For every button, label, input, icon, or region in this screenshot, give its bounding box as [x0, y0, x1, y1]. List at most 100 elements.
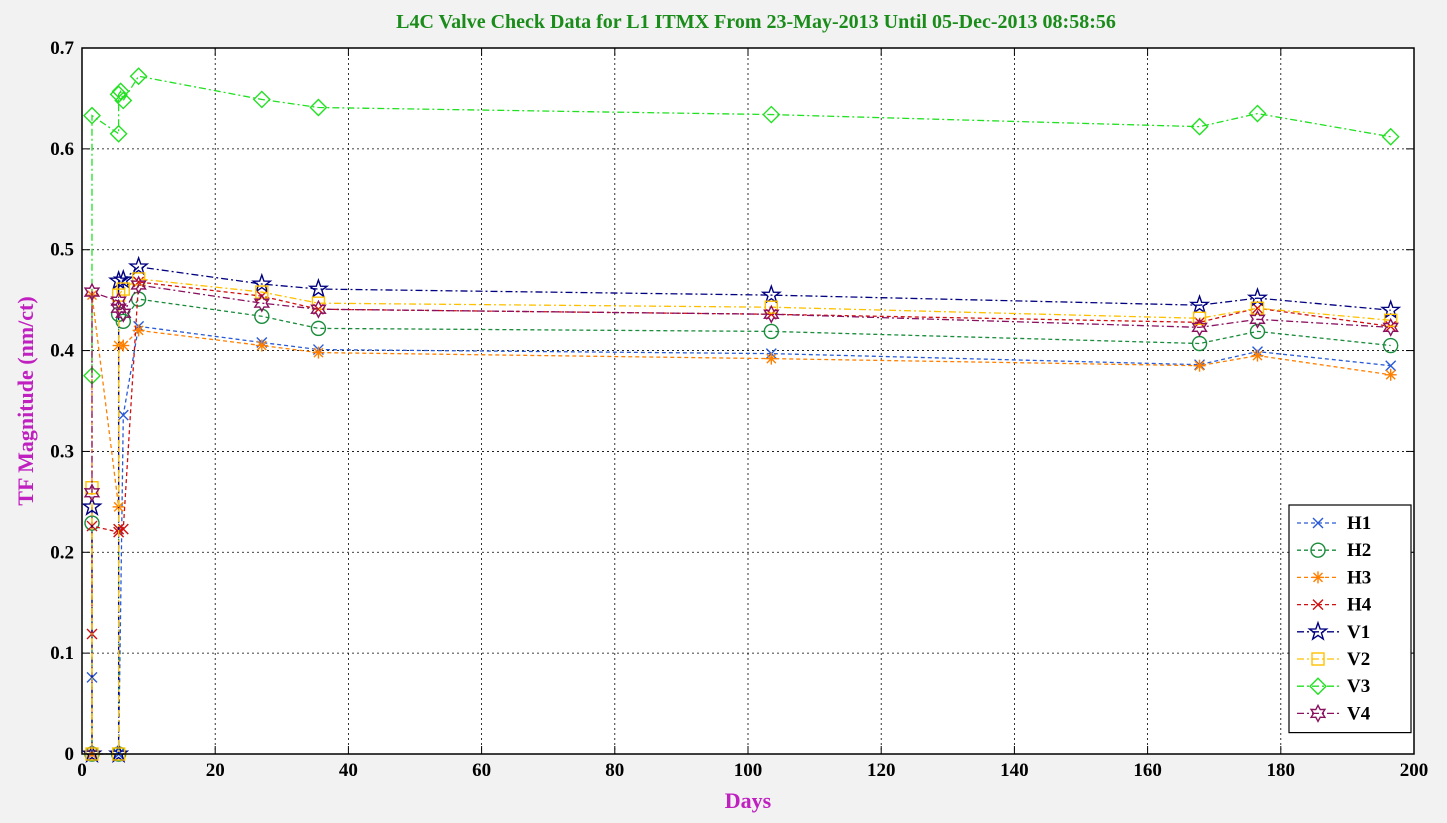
legend-box: [1288, 504, 1412, 734]
legend-entry-v4: V4: [1297, 703, 1371, 724]
data-point: [1190, 117, 1209, 136]
series-line: [91, 295, 1391, 754]
legend-label: H2: [1347, 540, 1371, 561]
data-point: [83, 483, 101, 503]
data-point: [115, 313, 131, 330]
data-point: [764, 300, 779, 314]
x-tick-label: 20: [206, 760, 225, 781]
data-point: [762, 105, 781, 124]
x-tick-label: 40: [339, 760, 358, 781]
legend-entry-h1: H1: [1297, 513, 1371, 534]
legend-label: H4: [1347, 595, 1372, 616]
data-point: [1385, 360, 1397, 372]
y-tick-label: 0.5: [50, 240, 74, 261]
x-tick-label: 0: [77, 760, 87, 781]
data-point: [129, 67, 148, 86]
data-point: [117, 523, 129, 535]
data-point: [110, 298, 127, 318]
data-point: [117, 339, 130, 352]
data-point: [309, 98, 328, 117]
data-point: [255, 285, 269, 299]
data-point: [1383, 313, 1398, 328]
legend-entry-v2: V2: [1297, 649, 1370, 670]
x-tick-label: 60: [472, 760, 491, 781]
y-tick-label: 0: [65, 744, 75, 765]
y-tick-label: 0.4: [50, 341, 74, 362]
legend: H1 H2 H3 H4 V1 V2 V3 V4: [1288, 504, 1412, 734]
data-point: [83, 282, 101, 302]
data-point: [1251, 349, 1264, 362]
data-point: [1249, 323, 1266, 340]
x-tick-label: 140: [1000, 760, 1029, 781]
legend-marker: [1309, 677, 1327, 696]
data-point: [1384, 368, 1397, 381]
legend-entry-v1: V1: [1297, 620, 1370, 643]
legend-marker: [1309, 703, 1327, 723]
data-point: [312, 346, 325, 359]
data-point: [1382, 337, 1399, 354]
y-tick-label: 0.2: [50, 542, 74, 563]
data-point: [114, 91, 133, 110]
data-point: [763, 323, 780, 340]
data-point: [1194, 316, 1206, 328]
data-point: [1193, 359, 1206, 372]
grid-lines: [82, 48, 1414, 754]
y-tick-label: 0.7: [50, 38, 74, 59]
data-point: [128, 255, 150, 276]
data-point: [253, 293, 271, 313]
x-tick-label: 80: [605, 760, 624, 781]
data-point: [1382, 317, 1399, 337]
plot-area: [82, 48, 1414, 754]
data-point: [111, 82, 130, 101]
data-point: [255, 339, 268, 352]
data-point: [310, 299, 327, 319]
data-point: [116, 282, 130, 296]
legend-marker: [1312, 599, 1324, 611]
legend-label: V4: [1347, 703, 1371, 724]
data-point: [310, 320, 327, 337]
y-tick-label: 0.6: [50, 139, 74, 160]
x-tick-label: 100: [734, 760, 763, 781]
data-point: [760, 283, 782, 305]
data-point: [1381, 127, 1400, 146]
y-axis-label: TF Magnitude (nm/ct): [13, 296, 38, 505]
data-point: [117, 409, 129, 421]
data-point: [1249, 309, 1266, 329]
x-tick-label: 120: [867, 760, 896, 781]
data-point: [765, 352, 778, 365]
data-point: [1192, 311, 1207, 325]
legend-entry-v3: V3: [1297, 676, 1370, 697]
data-point: [81, 495, 103, 516]
data-point: [1191, 317, 1208, 337]
legend-label: V1: [1347, 622, 1370, 643]
legend-label: V3: [1347, 676, 1370, 697]
legend-marker: [1311, 652, 1325, 666]
legend-marker: [1312, 517, 1324, 529]
data-point: [83, 106, 101, 125]
legend-marker: [1307, 620, 1329, 641]
x-tick-label: 160: [1133, 760, 1162, 781]
data-point: [130, 275, 147, 295]
data-point: [254, 308, 270, 324]
legend-label: H1: [1347, 513, 1371, 534]
data-point: [109, 124, 128, 143]
x-axis-label: Days: [725, 788, 772, 813]
data-point: [1250, 301, 1265, 315]
legend-label: H3: [1347, 567, 1371, 588]
series-v3: [83, 67, 1400, 385]
data-point: [307, 277, 330, 299]
data-point: [1248, 104, 1267, 123]
legend-entry-h4: H4: [1297, 595, 1372, 616]
legend-label: V2: [1347, 649, 1370, 670]
data-point: [132, 324, 145, 337]
series-line: [91, 281, 1391, 634]
legend-marker: [1312, 571, 1324, 584]
y-tick-label: 0.1: [50, 643, 74, 664]
legend-entry-h2: H2: [1297, 540, 1371, 561]
chart-title: L4C Valve Check Data for L1 ITMX From 23…: [396, 11, 1116, 33]
data-point: [252, 90, 271, 109]
data-point: [251, 272, 273, 294]
x-tick-label: 200: [1400, 760, 1429, 781]
